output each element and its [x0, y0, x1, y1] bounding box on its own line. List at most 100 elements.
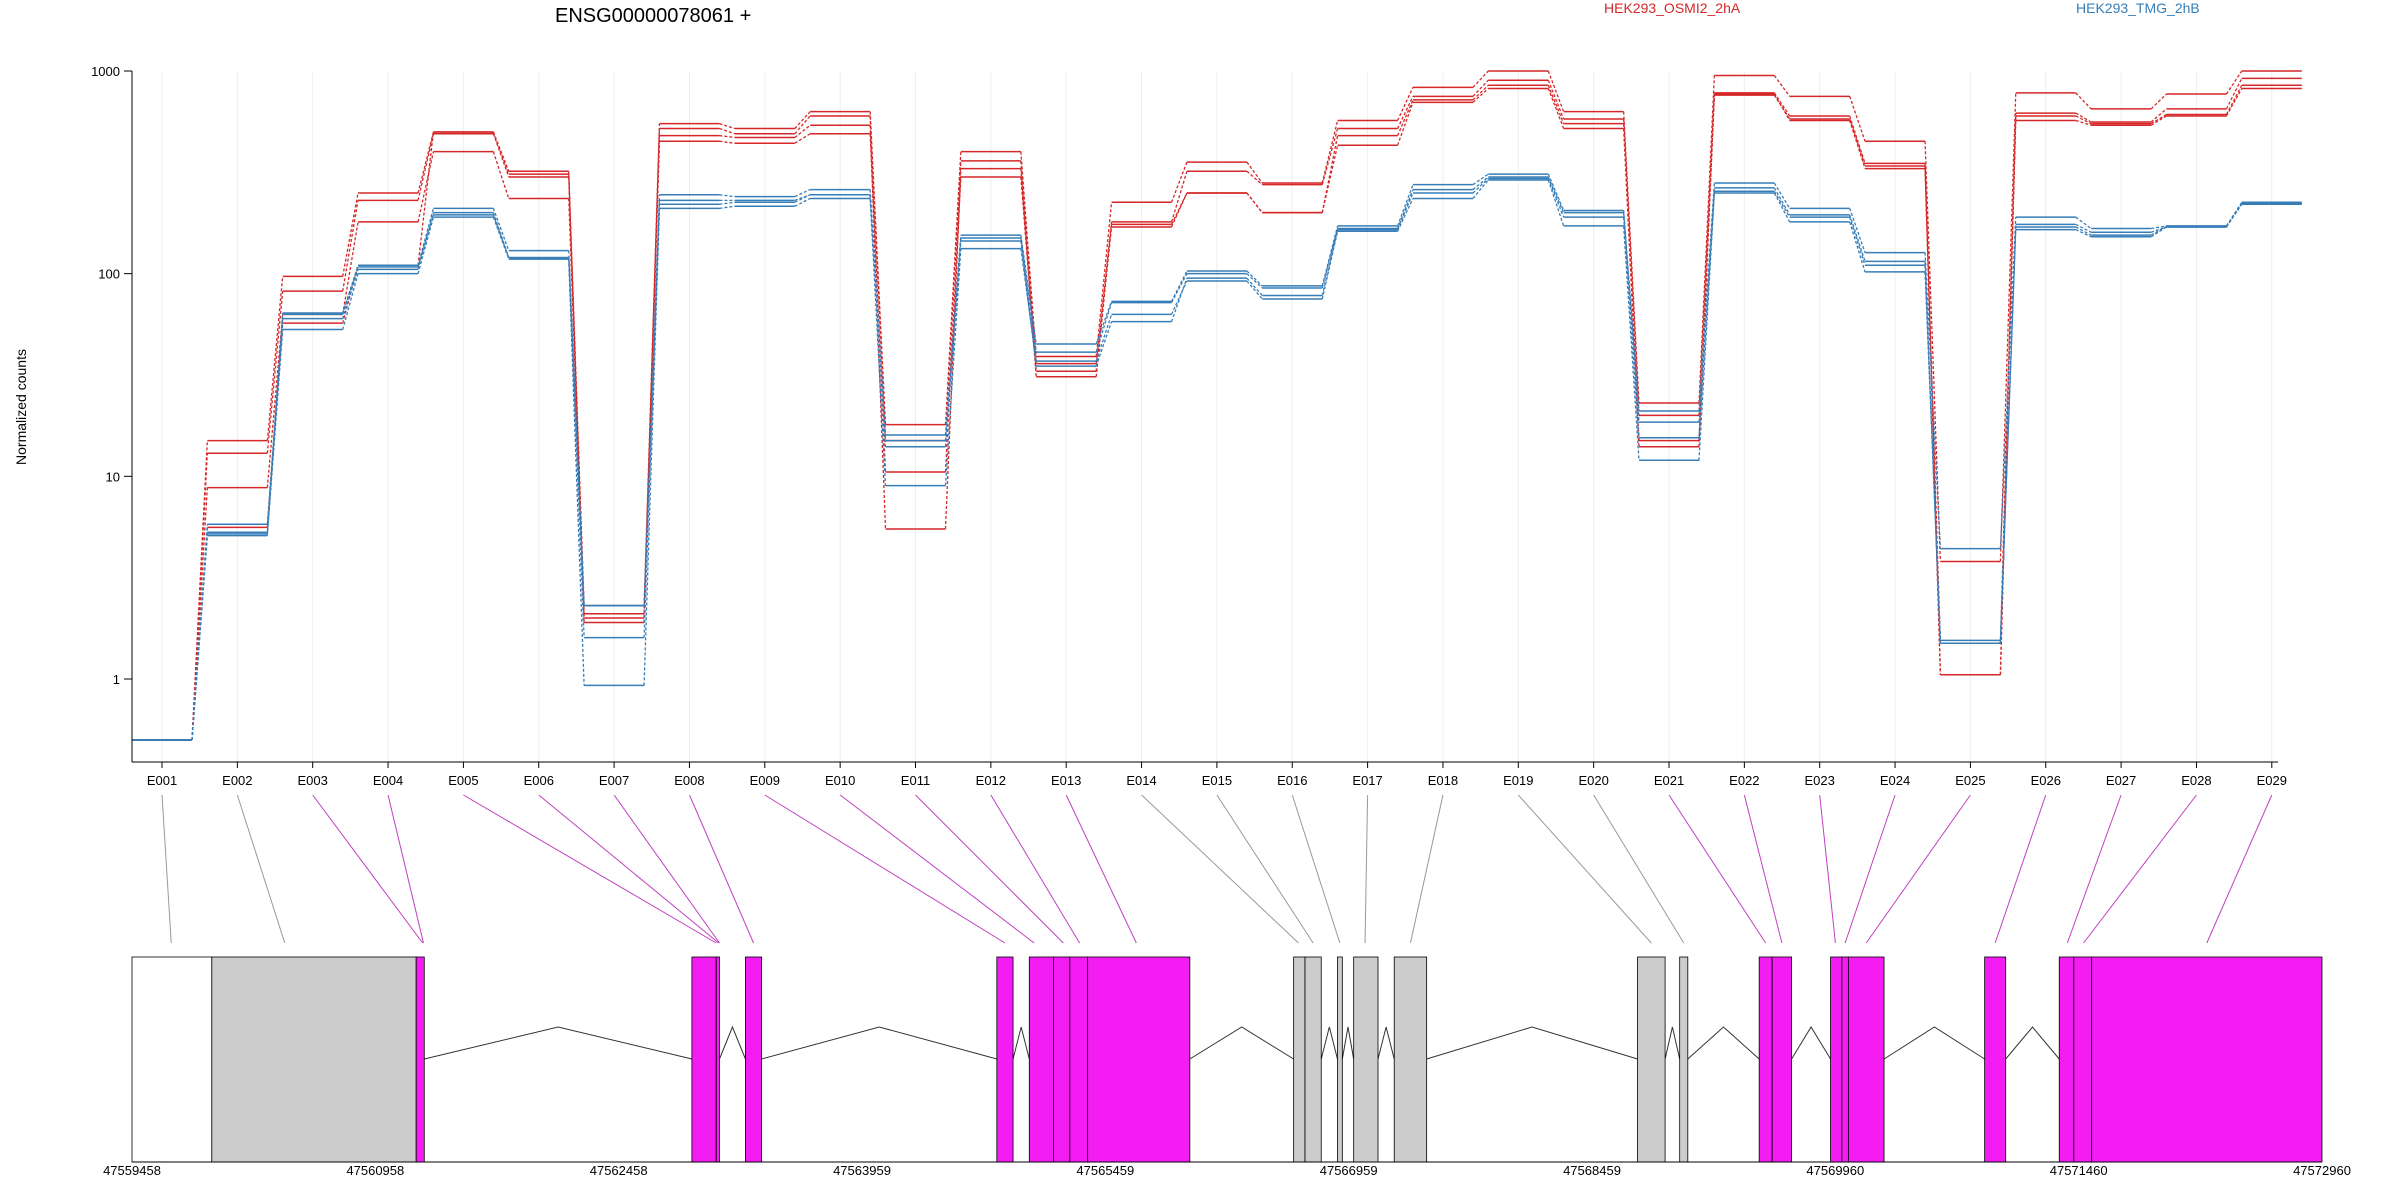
gene-block-27: [2091, 956, 2323, 1163]
legend-entry-osmi2: HEK293_OSMI2_2hA: [1604, 0, 1741, 16]
gene-model: [131, 956, 2323, 1163]
coordinate-label: 47569960: [1806, 1163, 1864, 1178]
intron-connector: [719, 1025, 746, 1060]
legend-entry-tmg: HEK293_TMG_2hB: [2076, 0, 2200, 16]
chart-title: ENSG00000078061 +: [555, 5, 751, 27]
exon-link-E010: [839, 794, 1035, 944]
coordinate-label: 47572960: [2293, 1163, 2351, 1178]
x-tick-label: E027: [2106, 773, 2136, 788]
exon-link-E001: [161, 794, 172, 944]
exon-link-E025: [1865, 794, 1971, 944]
x-tick-label: E028: [2181, 773, 2211, 788]
gene-block-22: [1841, 956, 1849, 1163]
exon-link-E011: [915, 794, 1064, 944]
gene-block-16: [1393, 956, 1428, 1163]
gene-block-12: [1293, 956, 1306, 1163]
gene-block-2: [211, 956, 417, 1163]
exon-link-E018: [1409, 794, 1444, 944]
coordinate-axis: 47559458 47560958 47562458 47563959 47565459…: [103, 1161, 2351, 1178]
x-tick-label: E008: [674, 773, 704, 788]
x-tick-label: E026: [2031, 773, 2061, 788]
exon-link-E026: [1994, 794, 2047, 944]
coordinate-label: 47562458: [590, 1163, 648, 1178]
x-tick-label: E010: [825, 773, 855, 788]
x-tick-label: E029: [2257, 773, 2287, 788]
x-tick-label: E020: [1578, 773, 1608, 788]
exon-link-E004: [387, 794, 424, 944]
x-tick-label: E015: [1202, 773, 1232, 788]
y-tick-label: 10: [106, 469, 120, 484]
coordinate-label: 47566959: [1320, 1163, 1378, 1178]
exon-link-E024: [1844, 794, 1896, 944]
series-1: [132, 70, 2302, 741]
gene-block-18: [1679, 956, 1689, 1163]
series-lines: [132, 70, 2302, 741]
exon-link-E028: [2083, 794, 2197, 944]
gene-block-7: [996, 956, 1014, 1163]
x-tick-label: E013: [1051, 773, 1081, 788]
exon-link-E019: [1517, 794, 1652, 944]
x-tick-label: E001: [147, 773, 177, 788]
exon-link-E016: [1291, 794, 1341, 944]
x-tick-label: E017: [1352, 773, 1382, 788]
coordinate-label: 47560958: [346, 1163, 404, 1178]
exon-link-E021: [1668, 794, 1767, 944]
intron-connector: [1791, 1026, 1831, 1060]
exon-link-E005: [463, 794, 717, 944]
gene-block-3: [415, 956, 425, 1163]
x-tick-label: E016: [1277, 773, 1307, 788]
gene-block-5: [715, 956, 720, 1163]
x-tick-label: E023: [1805, 773, 1835, 788]
gene-block-20: [1771, 956, 1793, 1163]
x-tick-label: E019: [1503, 773, 1533, 788]
gene-block-14: [1337, 956, 1343, 1163]
gene-block-24: [1984, 956, 2007, 1163]
gene-block-11: [1087, 956, 1191, 1163]
gene-block-17: [1637, 956, 1666, 1163]
coordinate-label: 47565459: [1076, 1163, 1134, 1178]
x-tick-label: E021: [1654, 773, 1684, 788]
x-tick-label: E022: [1729, 773, 1759, 788]
intron-connector: [1426, 1026, 1638, 1060]
intron-connector: [1320, 1026, 1338, 1060]
x-tick-label: E003: [298, 773, 328, 788]
gene-block-10: [1069, 956, 1089, 1163]
x-tick-label: E006: [524, 773, 554, 788]
gene-block-19: [1758, 956, 1773, 1163]
coordinate-label: 47559458: [103, 1163, 161, 1178]
x-tick-label: E014: [1126, 773, 1156, 788]
intron-connector: [1687, 1026, 1760, 1060]
intron-connector: [1883, 1026, 1985, 1060]
exon-link-E012: [990, 794, 1080, 944]
y-tick-label: 100: [98, 267, 120, 282]
exon-link-E029: [2206, 794, 2273, 944]
gridlines: [161, 71, 2273, 762]
x-tick-label: E002: [222, 773, 252, 788]
series-6-connectors: [191, 176, 2243, 741]
x-tick-label: E025: [1955, 773, 1985, 788]
coordinate-label: 47563959: [833, 1163, 891, 1178]
exon-link-E020: [1593, 794, 1685, 944]
intron-connector: [1664, 1026, 1681, 1060]
x-tick-label: E012: [976, 773, 1006, 788]
exon-link-E017: [1364, 794, 1369, 944]
gene-block-25: [2058, 956, 2075, 1163]
gene-block-8: [1028, 956, 1055, 1163]
exon-link-E009: [764, 794, 1006, 944]
exon-link-E002: [236, 794, 286, 944]
gene-block-4: [691, 956, 717, 1163]
intron-connector: [2005, 1026, 2060, 1060]
exon-link-E006: [538, 794, 719, 944]
intron-connector: [424, 1026, 693, 1060]
exon-link-E008: [688, 794, 755, 944]
x-tick-label: E024: [1880, 773, 1910, 788]
gene-block-13: [1304, 956, 1322, 1163]
y-tick-label: 1: [113, 672, 120, 687]
series-6: [132, 176, 2302, 741]
x-tick-label: E004: [373, 773, 403, 788]
intron-connector: [1012, 1026, 1030, 1060]
exon-link-E007: [613, 794, 720, 944]
exon-link-E023: [1819, 794, 1836, 944]
exon-link-E022: [1743, 794, 1783, 944]
